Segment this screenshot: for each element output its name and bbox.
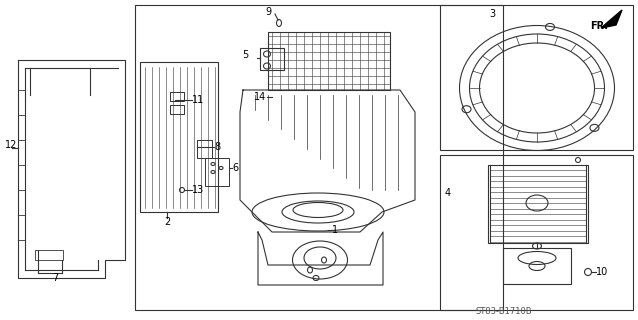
Text: 6: 6 [232, 163, 238, 173]
Text: 13: 13 [192, 185, 204, 195]
Text: 4: 4 [445, 188, 451, 198]
Text: ST83-B1710B: ST83-B1710B [476, 307, 533, 316]
Text: 11: 11 [192, 95, 204, 105]
Bar [135, 5, 503, 310]
Text: FR.: FR. [590, 21, 608, 31]
Bar [197, 140, 212, 158]
Bar [440, 5, 633, 150]
Bar [35, 250, 63, 260]
Bar [268, 32, 390, 90]
Text: 3: 3 [489, 9, 495, 19]
Text: 8: 8 [214, 142, 220, 152]
Bar [205, 158, 229, 186]
Bar [170, 92, 184, 101]
Bar [440, 155, 633, 310]
Bar [260, 48, 284, 70]
Text: 9: 9 [266, 7, 272, 17]
Bar [170, 105, 184, 114]
Text: 2: 2 [164, 217, 170, 227]
Text: 5: 5 [242, 50, 248, 60]
Bar [140, 62, 218, 212]
Bar [488, 165, 588, 243]
Text: 14: 14 [254, 92, 266, 102]
Text: 1: 1 [332, 225, 338, 235]
Text: 7: 7 [52, 273, 58, 283]
Text: 10: 10 [596, 267, 608, 277]
Bar [503, 248, 571, 284]
Polygon shape [601, 10, 622, 28]
Text: 12: 12 [5, 140, 17, 150]
